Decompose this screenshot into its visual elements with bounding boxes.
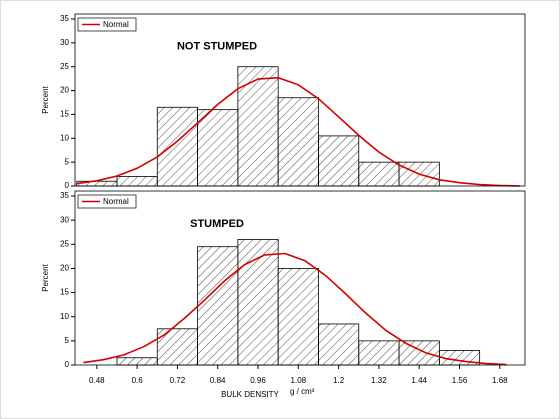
panel-title: NOT STUMPED [177, 41, 257, 53]
x-tick-label: 0.48 [89, 376, 105, 385]
bar [237, 239, 279, 366]
bar [277, 268, 319, 366]
bar [237, 66, 279, 187]
y-tick-label: 0 [65, 181, 70, 190]
x-tick-label: 0.96 [250, 376, 266, 385]
bar [116, 176, 158, 187]
legend-label: Normal [103, 20, 129, 29]
x-tick-label: 1.56 [452, 376, 468, 385]
bar [358, 161, 400, 187]
bar [156, 106, 198, 187]
y-tick-label: 10 [60, 133, 69, 142]
bar [197, 246, 239, 366]
x-tick-label: 1.44 [411, 376, 427, 385]
x-tick-label: 0.72 [170, 376, 186, 385]
panel-title: STUMPED [190, 218, 244, 230]
normal-curve [83, 252, 507, 366]
x-axis-label: BULK DENSITY [221, 390, 279, 399]
y-axis-label: Percent [41, 263, 50, 291]
plot-frame [74, 190, 526, 366]
y-tick-label: 15 [60, 288, 69, 297]
plot-frame [74, 13, 526, 187]
x-tick-label: 0.84 [210, 376, 226, 385]
y-tick-label: 5 [65, 157, 70, 166]
y-tick-label: 15 [60, 110, 69, 119]
bar [358, 340, 400, 366]
y-tick-label: 35 [60, 191, 69, 200]
x-tick-label: 1.08 [291, 376, 307, 385]
y-tick-label: 20 [60, 86, 69, 95]
legend-label: Normal [103, 197, 129, 206]
bar [156, 328, 198, 366]
x-tick-label: 1.68 [492, 376, 508, 385]
x-tick-label: 0.6 [132, 376, 144, 385]
y-axis-label: Percent [41, 85, 50, 113]
x-axis-unit: g / cm³ [290, 387, 315, 396]
bar [76, 180, 118, 187]
x-tick-label: 1.2 [333, 376, 345, 385]
y-tick-label: 25 [60, 239, 69, 248]
y-tick-label: 20 [60, 264, 69, 273]
bar [197, 109, 239, 187]
y-tick-label: 35 [60, 14, 69, 23]
y-tick-label: 25 [60, 62, 69, 71]
bar [318, 135, 360, 187]
y-tick-label: 0 [65, 360, 70, 369]
normal-curve [76, 76, 521, 187]
y-tick-label: 5 [65, 336, 70, 345]
bar [116, 357, 158, 366]
legend-box [77, 17, 137, 32]
y-tick-label: 30 [60, 215, 69, 224]
bar [318, 323, 360, 366]
bar [398, 340, 440, 366]
y-tick-label: 30 [60, 38, 69, 47]
bar [277, 97, 319, 187]
legend-box [77, 194, 137, 209]
y-tick-label: 10 [60, 312, 69, 321]
x-tick-label: 1.32 [371, 376, 387, 385]
